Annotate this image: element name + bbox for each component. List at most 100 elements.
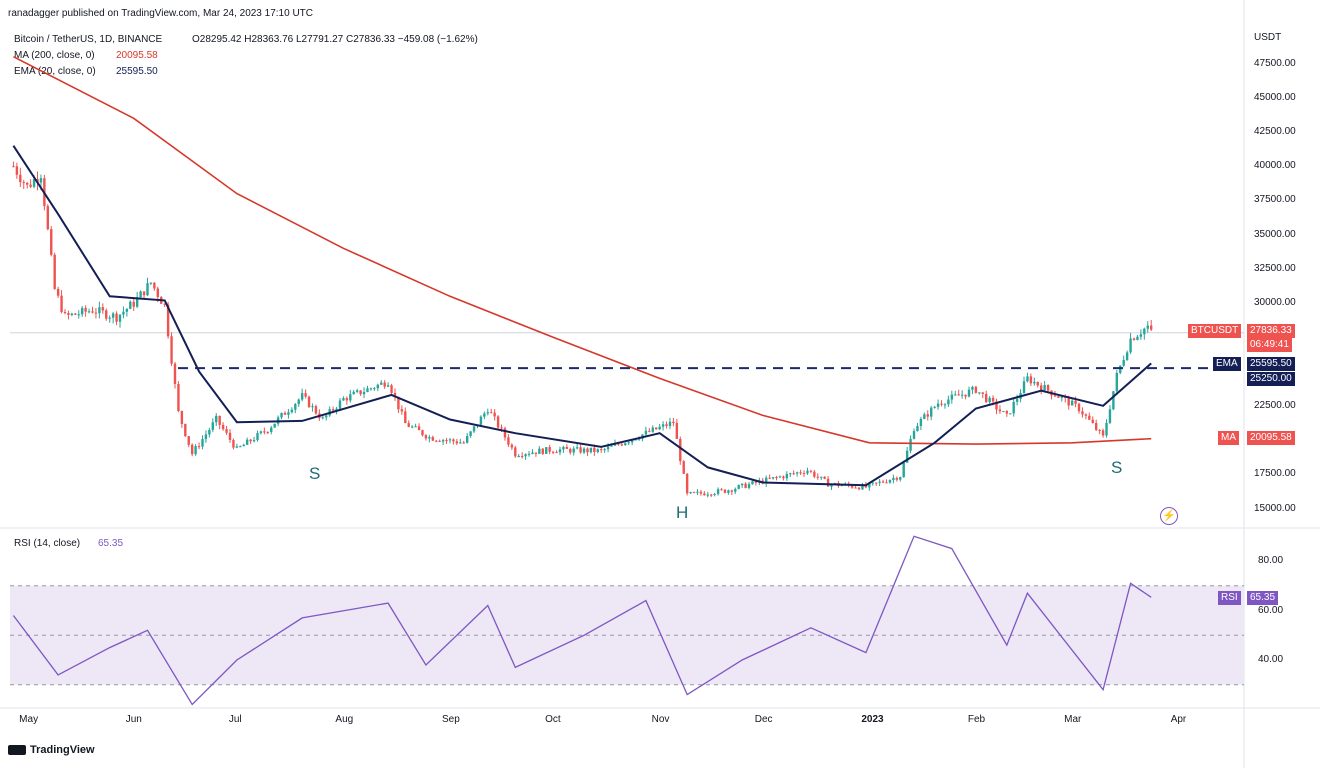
symbol-info: Bitcoin / TetherUS, 1D, BINANCE	[14, 34, 163, 45]
candle-body	[132, 301, 135, 307]
candle-body	[703, 493, 706, 496]
candle-body	[562, 446, 565, 450]
candle-body	[541, 448, 544, 454]
candle-body	[974, 386, 978, 393]
candle-body	[156, 288, 160, 298]
time-tick-label: Aug	[335, 714, 354, 725]
candle-body	[228, 432, 232, 440]
candle-body	[1091, 419, 1094, 424]
ema-legend: EMA (20, close, 0)	[14, 66, 96, 77]
candle-body	[221, 424, 225, 430]
candle-body	[809, 470, 813, 472]
lightning-alert-icon[interactable]: ⚡	[1160, 507, 1178, 525]
candle-body	[242, 444, 245, 447]
tradingview-logo[interactable]: TradingView	[8, 744, 95, 756]
rsi-tick-label: 60.00	[1258, 604, 1284, 616]
candle-body	[1026, 376, 1029, 382]
candle-body	[1122, 360, 1125, 366]
candle-body	[108, 317, 111, 319]
candle-body	[655, 427, 658, 430]
rsi-tick-label: 40.00	[1258, 654, 1284, 665]
candle-body	[1132, 338, 1136, 340]
candle-body	[105, 310, 108, 319]
candle-body	[249, 439, 252, 442]
candle-body	[668, 421, 672, 427]
candle-body	[593, 447, 596, 453]
candle-body	[548, 447, 551, 452]
candle-body	[672, 421, 675, 423]
candle-body	[490, 412, 493, 414]
candle-body	[538, 448, 541, 454]
candle-body	[909, 438, 912, 451]
candle-body	[245, 439, 249, 445]
candle-body	[713, 493, 716, 495]
candle-body	[122, 311, 125, 315]
candle-body	[503, 428, 507, 438]
candle-body	[1149, 325, 1153, 330]
candle-body	[194, 446, 197, 455]
candle-body	[840, 485, 844, 487]
rsi-legend-value: 65.35	[98, 538, 124, 549]
candle-body	[1002, 411, 1005, 413]
candle-body	[785, 473, 789, 479]
candle-body	[716, 489, 720, 494]
candle-body	[644, 430, 648, 435]
candle-body	[634, 439, 637, 441]
price-tick-label: 37500.00	[1254, 194, 1296, 206]
candle-body	[300, 393, 304, 400]
candle-body	[998, 409, 1002, 412]
candle-body	[978, 392, 981, 394]
candle-body	[661, 424, 665, 427]
rsi-tick-label: 80.00	[1258, 555, 1284, 566]
candle-body	[459, 442, 462, 444]
candle-body	[871, 482, 874, 484]
candle-body	[582, 448, 586, 453]
candle-body	[1043, 385, 1046, 391]
candle-body	[424, 435, 428, 439]
tradingview-logo-icon	[8, 745, 26, 755]
candle-body	[314, 406, 318, 414]
candle-body	[218, 415, 221, 425]
candle-body	[428, 437, 431, 439]
candle-body	[215, 415, 218, 423]
candle-body	[94, 312, 98, 314]
candle-body	[472, 426, 476, 432]
candle-body	[524, 454, 527, 457]
candle-body	[201, 439, 204, 447]
candle-body	[211, 422, 215, 430]
candle-body	[740, 483, 744, 486]
candle-body	[455, 441, 459, 444]
candle-body	[338, 400, 342, 409]
candle-body	[1077, 403, 1081, 412]
candle-body	[981, 392, 984, 394]
candle-body	[1046, 385, 1050, 391]
candle-body	[706, 494, 709, 496]
candle-body	[1067, 397, 1070, 406]
candle-body	[985, 393, 988, 403]
candle-body	[190, 444, 194, 455]
candle-body	[91, 311, 94, 313]
candle-body	[448, 439, 452, 441]
candle-body	[919, 418, 923, 426]
candle-body	[586, 448, 589, 453]
candle-body	[404, 411, 407, 424]
candle-body	[1139, 334, 1143, 337]
candle-body	[637, 438, 641, 440]
price-tick-label: 35000.00	[1254, 228, 1296, 240]
candle-body	[1005, 411, 1009, 414]
candle-body	[624, 443, 627, 446]
ema-badge-value: 25595.50	[1247, 357, 1295, 371]
candle-body	[689, 492, 692, 494]
left-shoulder-label: S	[309, 464, 321, 483]
ohlc-values: O28295.42 H28363.76 L27791.27 C27836.33 …	[192, 34, 478, 45]
candle-body	[380, 382, 383, 385]
candle-body	[496, 416, 500, 428]
ma-badge-value: 20095.58	[1247, 431, 1295, 445]
candle-body	[307, 396, 311, 408]
candle-body	[569, 448, 572, 453]
head-label: H	[676, 503, 689, 522]
candle-body	[692, 492, 696, 494]
ma-badge-name: MA	[1218, 431, 1239, 445]
candle-body	[820, 476, 823, 478]
